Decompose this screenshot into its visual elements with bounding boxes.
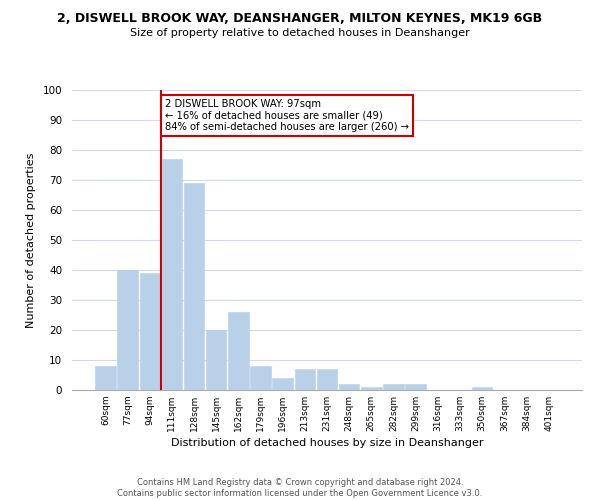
- Bar: [161, 159, 182, 390]
- Bar: [339, 384, 359, 390]
- Bar: [118, 270, 138, 390]
- Bar: [295, 369, 315, 390]
- Bar: [383, 384, 404, 390]
- Bar: [317, 369, 337, 390]
- Bar: [272, 378, 293, 390]
- Text: Size of property relative to detached houses in Deanshanger: Size of property relative to detached ho…: [130, 28, 470, 38]
- Text: Contains HM Land Registry data © Crown copyright and database right 2024.
Contai: Contains HM Land Registry data © Crown c…: [118, 478, 482, 498]
- Text: 2, DISWELL BROOK WAY, DEANSHANGER, MILTON KEYNES, MK19 6GB: 2, DISWELL BROOK WAY, DEANSHANGER, MILTO…: [58, 12, 542, 26]
- Y-axis label: Number of detached properties: Number of detached properties: [26, 152, 36, 328]
- Text: 2 DISWELL BROOK WAY: 97sqm
← 16% of detached houses are smaller (49)
84% of semi: 2 DISWELL BROOK WAY: 97sqm ← 16% of deta…: [165, 99, 409, 132]
- Bar: [228, 312, 248, 390]
- Bar: [95, 366, 116, 390]
- Bar: [472, 387, 493, 390]
- Bar: [406, 384, 426, 390]
- Bar: [361, 387, 382, 390]
- Bar: [184, 183, 204, 390]
- X-axis label: Distribution of detached houses by size in Deanshanger: Distribution of detached houses by size …: [171, 438, 483, 448]
- Bar: [250, 366, 271, 390]
- Bar: [140, 273, 160, 390]
- Bar: [206, 330, 226, 390]
